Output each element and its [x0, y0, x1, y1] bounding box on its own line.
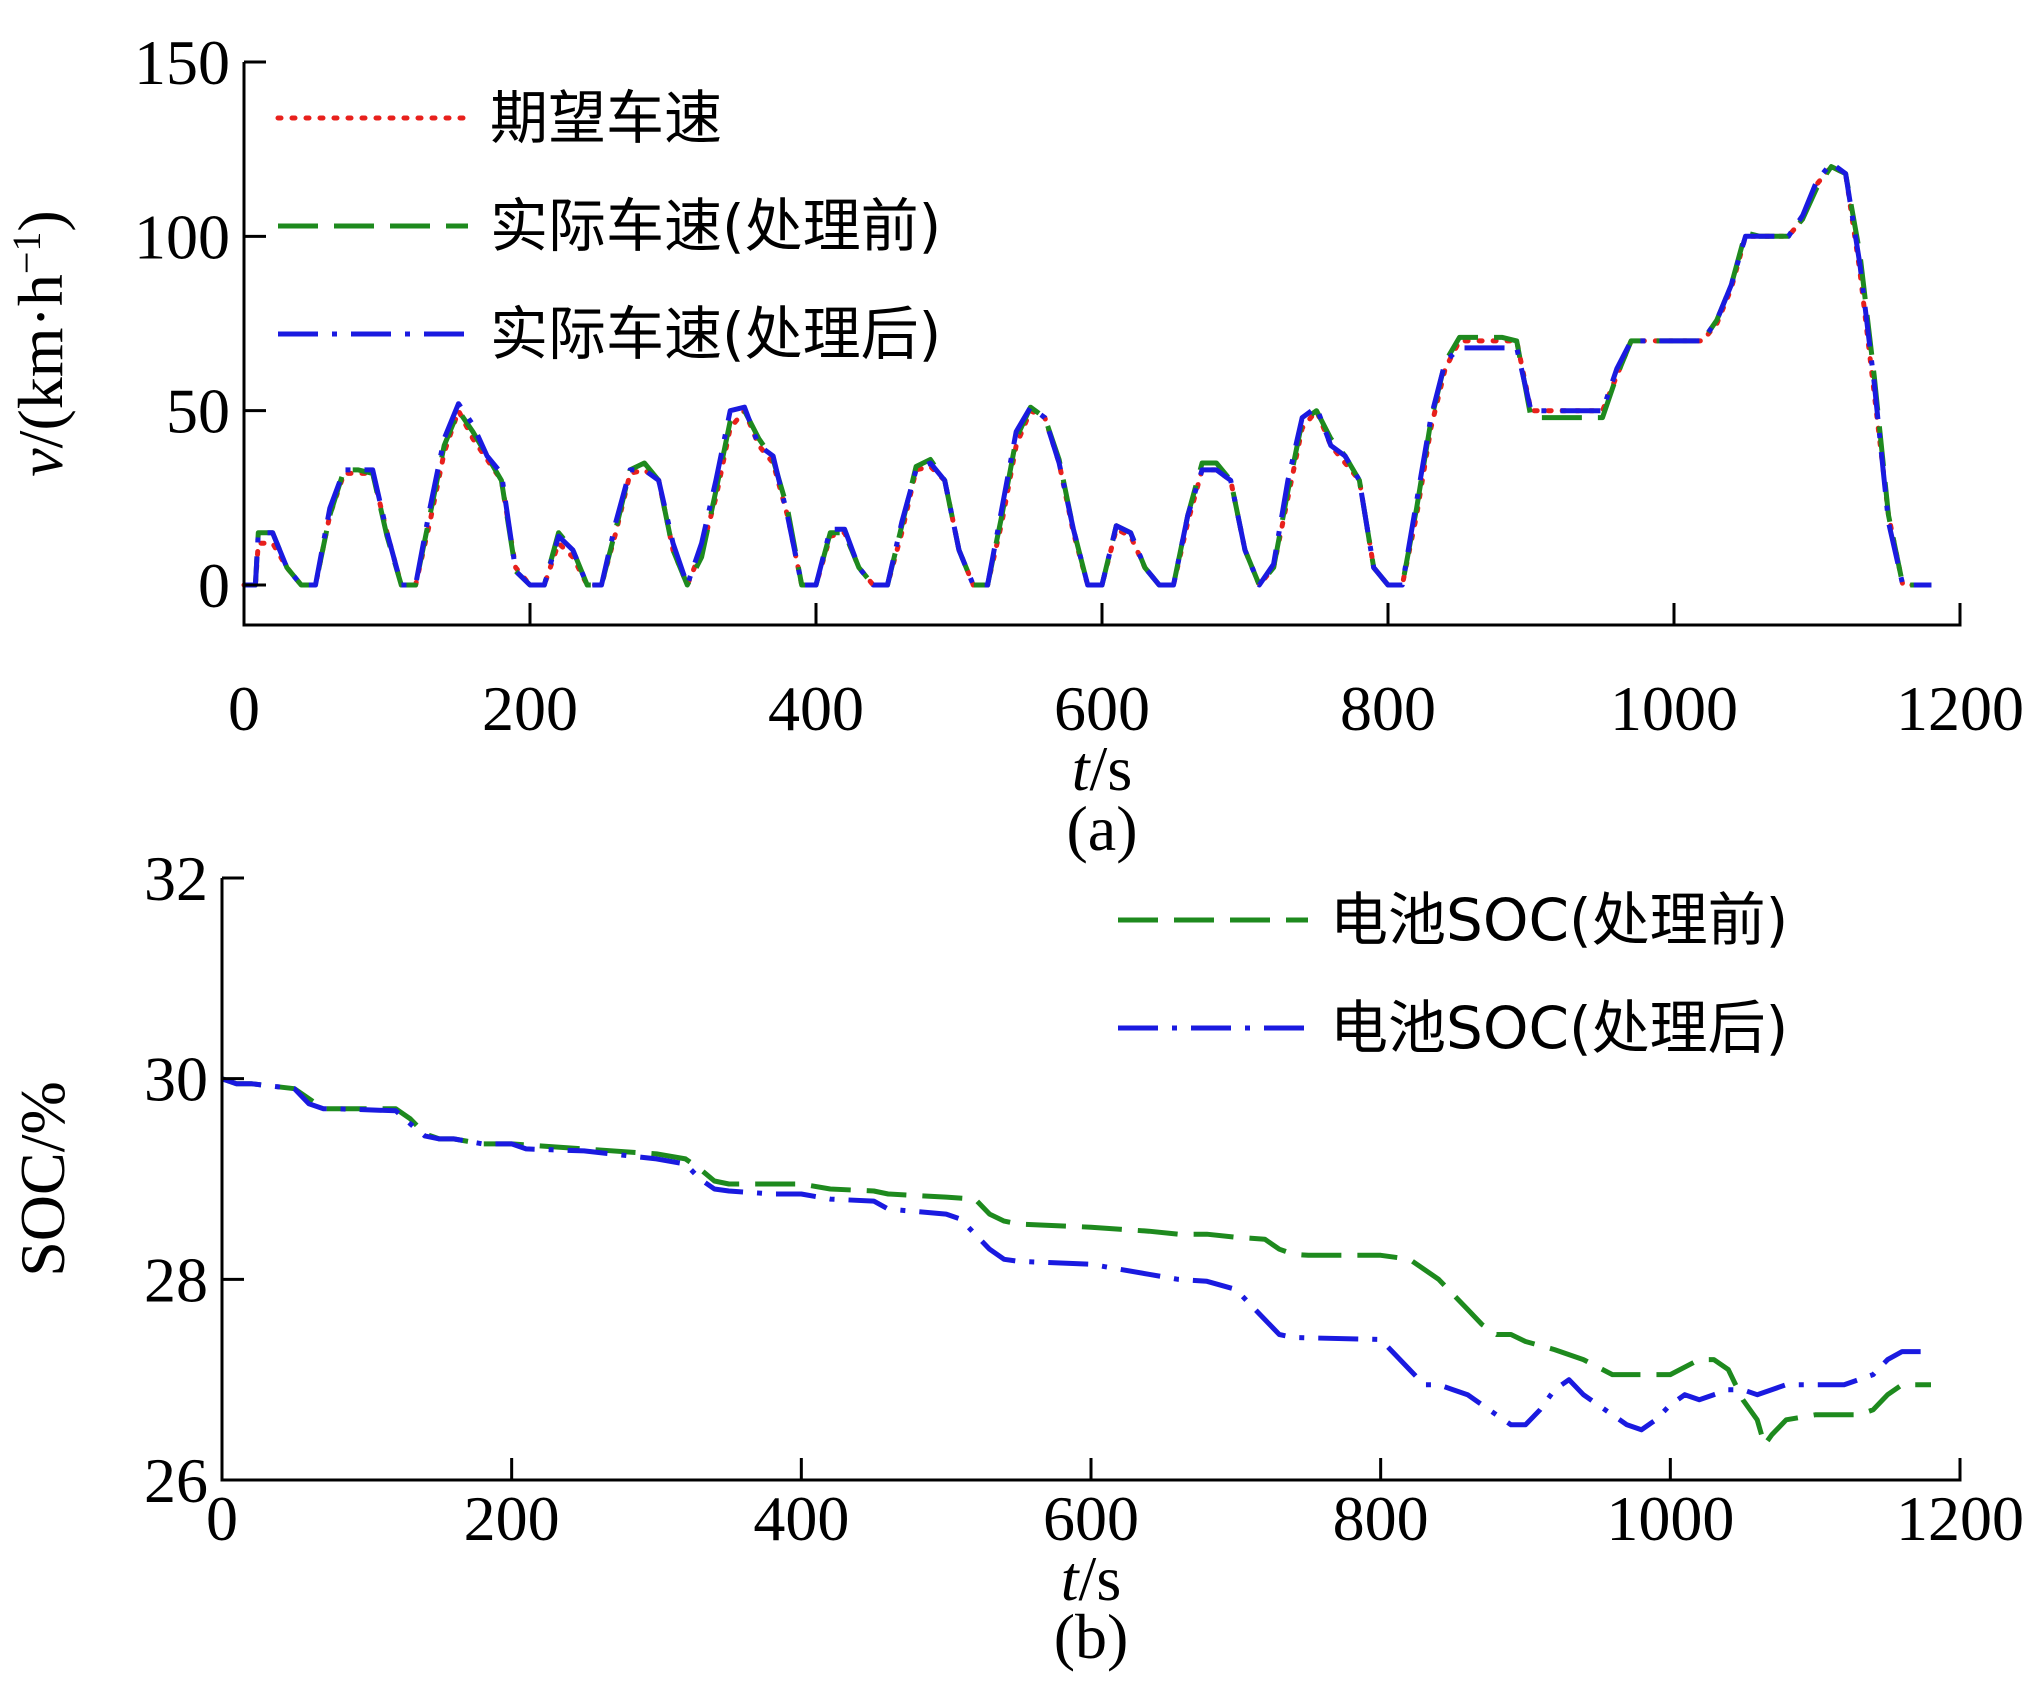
soc-x-axis-var: t	[1061, 1543, 1081, 1614]
legend-label: 电池SOC(处理前)	[1330, 886, 1788, 954]
speed-x-axis-title: t/s	[1072, 733, 1132, 804]
x-tick-label: 1200	[1896, 673, 2024, 744]
legend-label: 期望车速	[490, 84, 722, 152]
x-tick-label: 800	[1340, 673, 1436, 744]
x-tick-label: 200	[482, 673, 578, 744]
speed-y-axis-title: v/(km·h−1)	[4, 210, 77, 476]
speed-x-axis-var: t	[1072, 733, 1092, 804]
speed-y-axis-exponent: −1	[4, 232, 49, 275]
panel-b-label: (b)	[1054, 1601, 1129, 1672]
soc-series-group	[221, 1076, 1931, 1448]
soc-x-axis-title: t/s	[1061, 1543, 1121, 1614]
y-tick-label: 28	[144, 1244, 208, 1315]
soc-chart-axes	[220, 878, 1962, 1482]
speed-chart-ticks: 0 200 400 600 800 1000 1200 0 50 100 150	[134, 27, 2024, 744]
x-tick-label: 200	[464, 1483, 560, 1554]
y-tick-label: 26	[144, 1445, 208, 1516]
x-tick-label: 800	[1333, 1483, 1429, 1554]
speed-chart-panel: 0 200 400 600 800 1000 1200 0 50 100 150 t/s v/(km…	[4, 27, 2025, 864]
x-tick-label: 600	[1054, 673, 1150, 744]
y-tick-label: 0	[198, 550, 230, 621]
speed-y-axis-close: )	[5, 210, 76, 231]
y-tick-label: 50	[166, 376, 230, 447]
x-tick-label: 1200	[1896, 1483, 2024, 1554]
speed-y-axis-var: v	[5, 448, 76, 477]
speed-y-axis-unit: /(km·h	[5, 274, 76, 448]
x-tick-label: 1000	[1610, 673, 1738, 744]
panel-a-label: (a)	[1066, 793, 1137, 864]
legend-label: 实际车速(处理前)	[490, 192, 941, 260]
soc-x-axis-unit: /s	[1079, 1543, 1122, 1614]
x-tick-label: 400	[753, 1483, 849, 1554]
y-tick-label: 32	[144, 843, 208, 914]
speed-series-group	[241, 160, 1934, 588]
series-line-2	[221, 1076, 1931, 1433]
x-tick-label: 600	[1043, 1483, 1139, 1554]
legend-label: 电池SOC(处理后)	[1330, 994, 1788, 1062]
x-tick-label: 1000	[1606, 1483, 1734, 1554]
soc-y-axis-title: SOC/%	[7, 1081, 78, 1277]
series-line-1	[221, 1076, 1931, 1448]
x-tick-label: 400	[768, 673, 864, 744]
soc-chart-ticks: 0 200 400 600 800 1000 1200 26 28 30 32	[144, 843, 2024, 1554]
x-tick-label: 0	[228, 673, 260, 744]
series-line-3	[244, 160, 1932, 588]
y-tick-label: 150	[134, 27, 230, 98]
y-tick-label: 100	[134, 201, 230, 272]
legend-label: 实际车速(处理后)	[490, 300, 941, 368]
soc-chart-legend: 电池SOC(处理前) 电池SOC(处理后)	[1118, 886, 1788, 1062]
speed-x-axis-unit: /s	[1090, 733, 1133, 804]
y-tick-label: 30	[144, 1044, 208, 1115]
x-tick-label: 0	[206, 1483, 238, 1554]
